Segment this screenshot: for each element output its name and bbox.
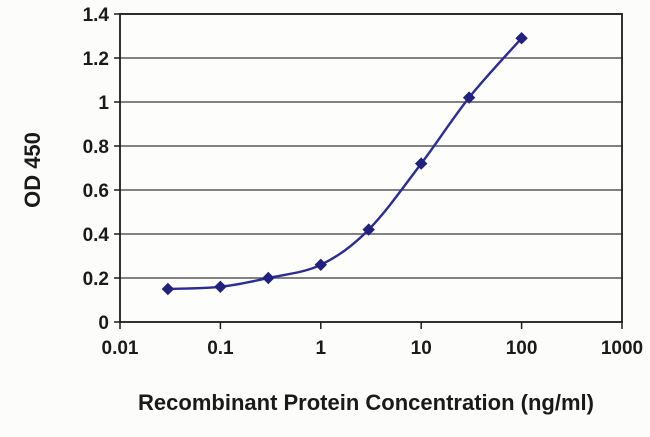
x-tick-label: 1000	[601, 338, 643, 359]
data-point-marker	[515, 31, 528, 45]
plot-border	[119, 13, 623, 323]
y-tick-label: 1	[98, 93, 109, 114]
data-point-marker	[262, 271, 275, 285]
x-axis-title: Recombinant Protein Concentration (ng/ml…	[138, 390, 594, 415]
x-tick-label: 0.1	[207, 338, 234, 359]
data-point-marker	[161, 282, 175, 296]
y-axis-title: OD 450	[20, 132, 45, 208]
y-tick-label: 1.2	[83, 49, 109, 70]
data-point-marker	[362, 223, 375, 236]
y-tick-label: 0.2	[83, 269, 109, 290]
data-point-marker	[314, 258, 328, 272]
x-tick-label: 100	[506, 338, 538, 359]
x-tick-label: 1	[316, 338, 327, 359]
y-tick-label: 1.4	[83, 5, 110, 26]
x-tick-label: 10	[411, 338, 432, 359]
data-point-marker	[462, 91, 476, 104]
y-tick-label: 0	[98, 313, 109, 334]
plot-background	[120, 14, 622, 322]
data-point-marker	[214, 280, 227, 294]
y-tick-label: 0.6	[83, 181, 109, 202]
y-tick-label: 0.8	[83, 137, 109, 158]
data-point-marker	[414, 157, 428, 170]
plot-area: 0 0.2 0.4 0.6 0.8 1 1.2 1.4 0.01 0.1 1 10 100 1000	[83, 5, 644, 359]
y-tick-label: 0.4	[83, 225, 110, 246]
x-tick-label: 0.01	[102, 338, 139, 359]
